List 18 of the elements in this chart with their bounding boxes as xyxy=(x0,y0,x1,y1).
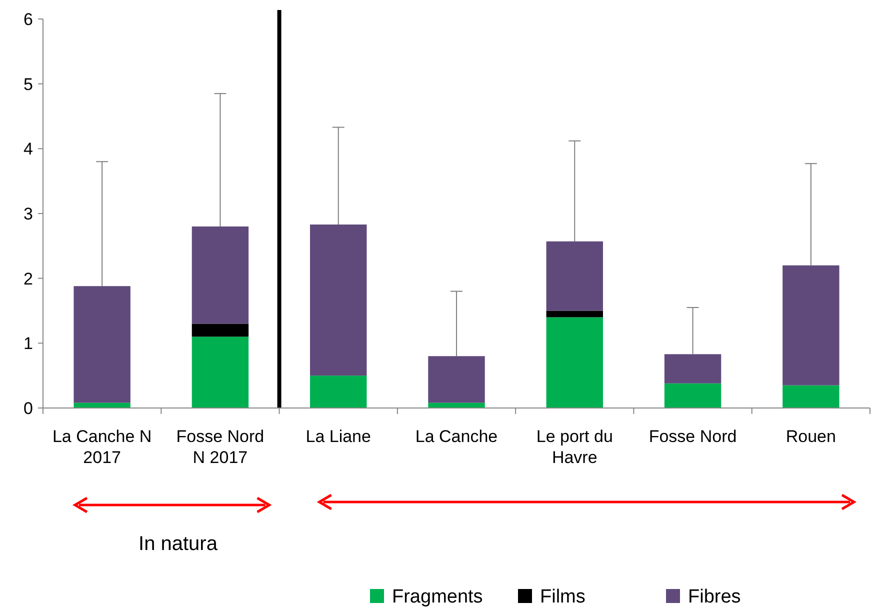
y-tick-label: 5 xyxy=(24,74,33,94)
x-tick-label: La Canche xyxy=(415,427,498,446)
x-tick-label: Fosse Nord N 2017 xyxy=(176,427,264,467)
y-tick-label: 2 xyxy=(24,269,33,288)
text: In natura xyxy=(138,533,218,555)
x-tick-label: Fosse Nord xyxy=(648,427,737,446)
y-tick-label: 1 xyxy=(24,334,33,354)
y-tick-label: 6 xyxy=(24,10,33,29)
y-tick-label: 3 xyxy=(24,204,33,224)
x-tick-label: Rouen xyxy=(786,427,836,446)
legend-label: Fibres xyxy=(688,586,741,608)
y-tick-label: 4 xyxy=(24,140,33,159)
legend-label: Fragments xyxy=(392,586,483,608)
y-tick-label: 0 xyxy=(24,398,33,418)
legend-label: Films xyxy=(540,586,586,608)
x-tick-label: Le port du Havre xyxy=(536,427,613,467)
x-tick-label: La Liane xyxy=(306,427,371,446)
x-tick-label: La Canche N 2017 xyxy=(52,427,152,467)
